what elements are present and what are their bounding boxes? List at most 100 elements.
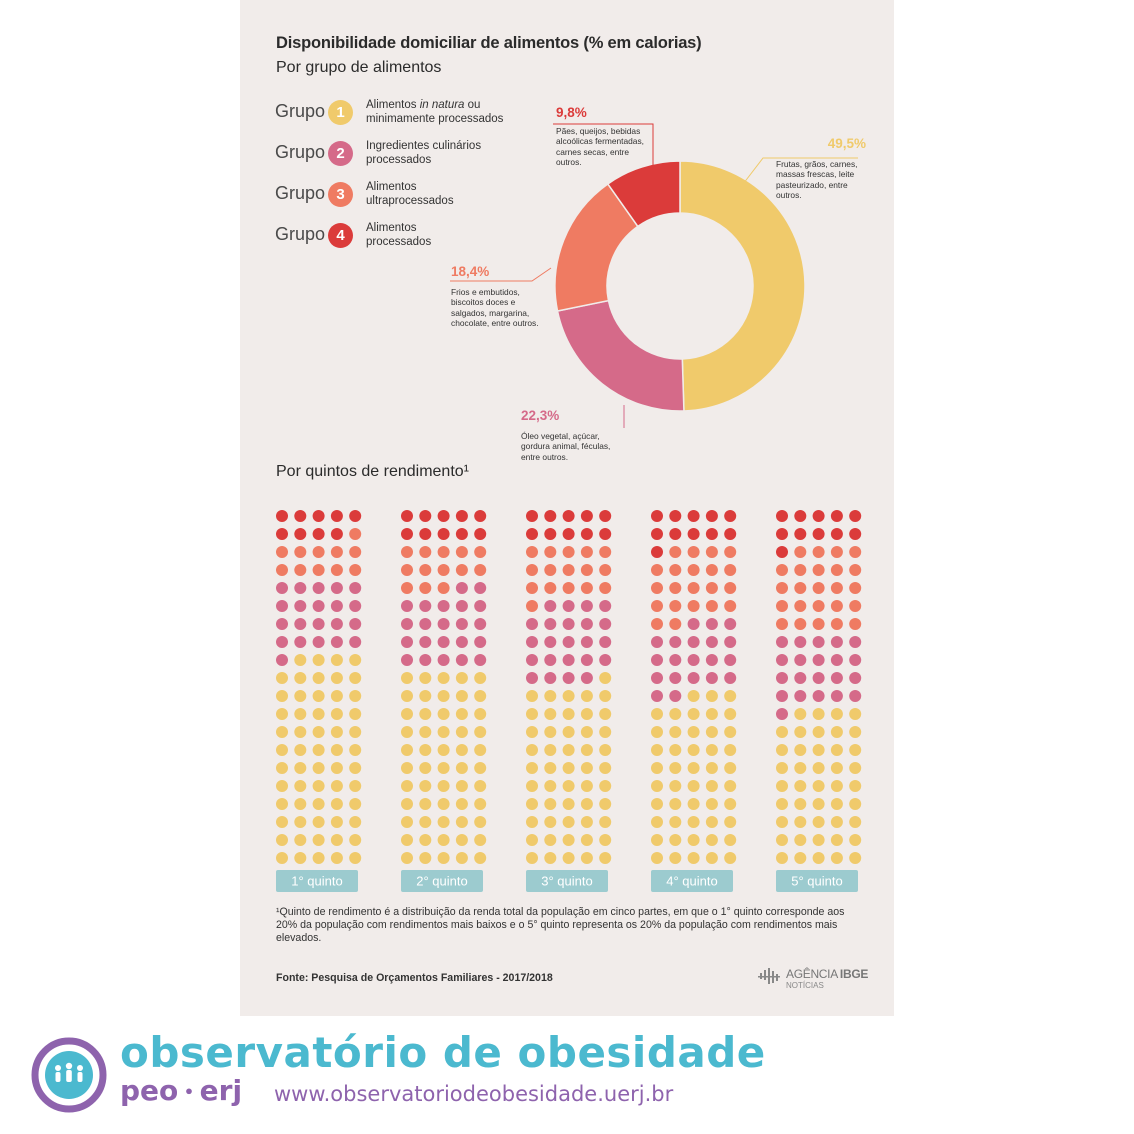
dot-quintile-3 [599,744,612,756]
dot-quintile-2 [474,834,487,846]
dot-quintile-3 [526,636,538,648]
dot-quintile-4 [669,816,682,828]
dot-quintile-5 [812,726,825,738]
dot-quintile-1 [312,780,325,792]
dot-quintile-2 [437,690,450,702]
dot-quintile-3 [599,510,612,522]
dot-quintile-5 [794,636,807,648]
dot-quintile-3 [580,816,593,828]
pct-label-g3: 18,4% [451,264,490,279]
dot-quintile-3 [599,618,612,630]
brand-name: observatório de obesidade [120,1028,766,1077]
dot-quintile-1 [294,528,307,540]
dot-quintile-5 [812,618,825,630]
dot-quintile-1 [312,816,325,828]
dot-quintile-1 [330,564,343,576]
dot-quintile-2 [474,654,487,666]
dot-quintile-4 [669,690,682,702]
dot-quintile-3 [526,726,538,738]
dot-quintile-2 [401,726,413,738]
dot-quintile-5 [776,546,788,558]
legend-word: Grupo [275,101,326,121]
legend-word: Grupo [275,142,326,162]
infographic-panel: Disponibilidade domiciliar de alimentos … [240,0,894,1016]
dot-quintile-3 [580,690,593,702]
legend-badge-2: 2 [328,141,353,166]
dot-quintile-2 [437,546,450,558]
dot-quintile-4 [724,528,737,540]
dot-quintile-2 [419,852,432,864]
quintile-label-box-5 [776,870,858,892]
dot-quintile-1 [330,528,343,540]
dot-quintile-5 [849,834,862,846]
dot-quintile-2 [437,708,450,720]
dot-quintile-2 [474,798,487,810]
dot-quintile-3 [544,564,557,576]
dot-quintile-5 [849,546,862,558]
dot-quintile-3 [526,654,538,666]
dot-quintile-3 [544,816,557,828]
dot-quintile-5 [812,564,825,576]
dot-quintile-2 [419,798,432,810]
dot-quintile-2 [419,546,432,558]
dot-quintile-5 [776,528,788,540]
dot-quintile-1 [276,636,288,648]
dot-quintile-4 [705,600,718,612]
dot-quintile-4 [669,852,682,864]
subtitle-groups: Por grupo de alimentos [276,59,442,76]
dot-quintile-2 [437,510,450,522]
dot-quintile-3 [599,798,612,810]
dot-quintile-1 [312,510,325,522]
dot-quintile-4 [669,798,682,810]
dot-quintile-2 [437,780,450,792]
dot-quintile-1 [349,636,362,648]
dot-quintile-5 [849,672,862,684]
dot-quintile-3 [599,528,612,540]
dot-quintile-2 [437,582,450,594]
dot-quintile-2 [401,834,413,846]
dot-quintile-3 [562,654,575,666]
dot-quintile-1 [294,546,307,558]
dot-quintile-1 [294,600,307,612]
dot-quintile-4 [687,654,700,666]
dot-quintile-1 [276,798,288,810]
dot-quintile-5 [776,582,788,594]
dot-quintile-4 [687,834,700,846]
dot-quintile-2 [401,564,413,576]
dot-quintile-1 [276,744,288,756]
dot-quintile-4 [651,690,663,702]
dot-quintile-4 [724,798,737,810]
dot-quintile-1 [330,582,343,594]
dot-quintile-1 [276,600,288,612]
dot-quintile-2 [419,744,432,756]
dot-quintile-2 [455,672,468,684]
dot-quintile-1 [312,744,325,756]
dot-quintile-5 [776,816,788,828]
dot-quintile-1 [276,708,288,720]
dot-quintile-5 [849,852,862,864]
dot-quintile-1 [330,600,343,612]
dot-quintile-1 [294,654,307,666]
dot-quintile-1 [349,726,362,738]
dot-quintile-4 [705,618,718,630]
dot-quintile-1 [276,528,288,540]
dot-quintile-2 [437,744,450,756]
annotation-g4: 9,8% Pães, queijos, bebidas alcoólicas f… [556,105,656,167]
dot-quintile-1 [294,834,307,846]
dot-quintile-4 [724,816,737,828]
dot-quintile-3 [562,546,575,558]
dot-quintile-1 [276,834,288,846]
dot-quintile-4 [687,618,700,630]
dot-quintile-4 [724,618,737,630]
dot-quintile-4 [687,636,700,648]
dot-quintile-4 [669,564,682,576]
dot-quintile-4 [724,564,737,576]
dot-quintile-3 [580,780,593,792]
dot-quintile-1 [276,726,288,738]
dot-quintile-5 [830,708,843,720]
dot-quintile-1 [330,816,343,828]
brand-url[interactable]: www.observatoriodeobesidade.uerj.br [274,1082,674,1106]
dot-quintile-1 [330,690,343,702]
dot-quintile-4 [651,654,663,666]
dot-quintile-5 [794,510,807,522]
